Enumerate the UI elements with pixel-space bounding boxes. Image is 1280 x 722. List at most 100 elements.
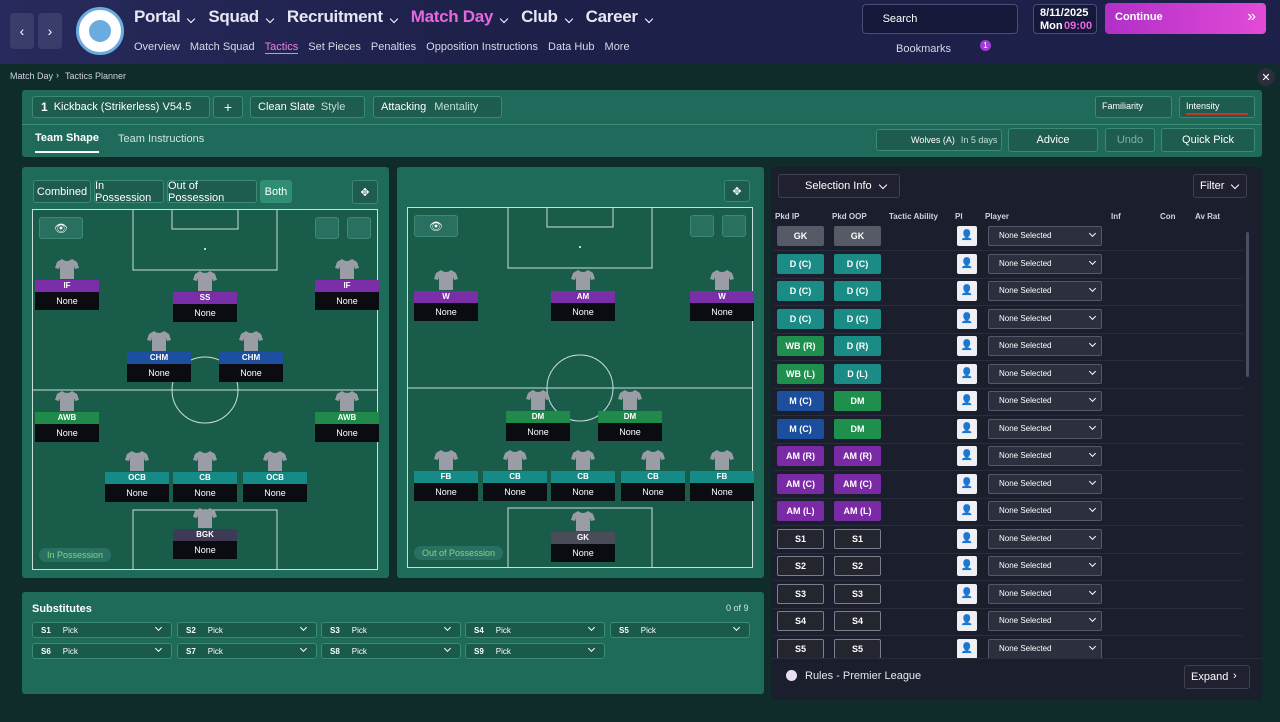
menu-item[interactable]: Squad — [208, 7, 272, 27]
position-ip[interactable]: D (C) — [777, 281, 824, 302]
player-instructions[interactable]: 👤 — [957, 556, 977, 577]
position-ip[interactable]: WB (R) — [777, 336, 824, 357]
substitute-slot[interactable]: S2 Pick — [177, 622, 317, 638]
player-slot[interactable]: FB None — [414, 449, 478, 501]
player-slot[interactable]: OCB None — [243, 450, 307, 502]
player-dropdown[interactable]: None Selected — [988, 336, 1102, 357]
sub-menu-item[interactable]: Overview — [134, 41, 180, 53]
player-dropdown[interactable]: None Selected — [988, 363, 1102, 384]
sub-menu-item[interactable]: Data Hub — [548, 41, 595, 53]
column-header[interactable]: Pkd IP — [775, 212, 800, 221]
position-ip[interactable]: S3 — [777, 583, 824, 604]
player-slot[interactable]: CB None — [551, 449, 615, 501]
position-ip[interactable]: D (C) — [777, 308, 824, 329]
tactic-selector[interactable]: 1 Kickback (Strikerless) V54.5 — [32, 96, 210, 118]
player-dropdown[interactable]: None Selected — [988, 583, 1102, 604]
column-header[interactable]: Player — [985, 212, 1010, 221]
player-dropdown[interactable]: None Selected — [988, 528, 1102, 549]
player-instructions[interactable]: 👤 — [957, 308, 977, 329]
player-slot[interactable]: CB None — [483, 449, 547, 501]
close-button[interactable]: ✕ — [1257, 68, 1275, 86]
substitute-slot[interactable]: S5 Pick — [610, 622, 750, 638]
pitch-tool[interactable] — [315, 217, 339, 239]
player-instructions[interactable]: 👤 — [957, 611, 977, 632]
player-slot[interactable]: DM None — [506, 389, 570, 441]
position-ip[interactable]: S2 — [777, 556, 824, 577]
position-oop[interactable]: DM — [834, 418, 881, 439]
player-instructions[interactable]: 👤 — [957, 363, 977, 384]
position-oop[interactable]: AM (C) — [834, 473, 881, 494]
breadcrumb-item[interactable]: Match Day — [10, 71, 54, 81]
add-tactic[interactable]: + — [213, 96, 243, 118]
position-oop[interactable]: S5 — [834, 638, 881, 659]
player-instructions[interactable]: 👤 — [957, 473, 977, 494]
player-dropdown[interactable]: None Selected — [988, 226, 1102, 246]
player-slot[interactable]: CHM None — [127, 330, 191, 382]
sub-menu-item[interactable]: Tactics — [264, 41, 299, 54]
player-instructions[interactable]: 👤 — [957, 638, 977, 659]
player-slot[interactable]: W None — [414, 269, 478, 321]
shape-filter[interactable]: Combined — [33, 180, 91, 203]
player-slot[interactable]: AWB None — [315, 390, 379, 442]
search-button[interactable]: Search — [882, 13, 918, 25]
position-ip[interactable]: S4 — [777, 611, 824, 632]
pitch-tool[interactable] — [690, 215, 714, 237]
position-ip[interactable]: AM (L) — [777, 501, 824, 522]
player-instructions[interactable]: 👤 — [957, 226, 977, 246]
player-dropdown[interactable]: None Selected — [988, 391, 1102, 412]
column-header[interactable]: PI — [955, 212, 963, 221]
column-header[interactable]: Av Rat — [1195, 212, 1221, 221]
player-instructions[interactable]: 👤 — [957, 391, 977, 412]
intensity[interactable]: Intensity — [1179, 96, 1255, 118]
shape-filter[interactable]: Both — [260, 180, 292, 203]
substitute-slot[interactable]: S3 Pick — [321, 622, 461, 638]
position-ip[interactable]: AM (R) — [777, 446, 824, 467]
menu-item[interactable]: Career — [586, 7, 652, 27]
player-dropdown[interactable]: None Selected — [988, 473, 1102, 494]
player-slot[interactable]: SS None — [173, 270, 237, 322]
position-oop[interactable]: AM (R) — [834, 446, 881, 467]
player-slot[interactable]: CB None — [621, 449, 685, 501]
position-oop[interactable]: D (L) — [834, 363, 881, 384]
tab[interactable]: Team Shape — [35, 132, 99, 153]
back-button[interactable]: ‹ — [10, 13, 34, 49]
substitute-slot[interactable]: S1 Pick — [32, 622, 172, 638]
visibility-toggle[interactable]: 👁 — [39, 217, 83, 239]
sub-menu-item[interactable]: More — [604, 41, 630, 53]
pitch-settings[interactable]: ✥ — [724, 180, 750, 202]
substitute-slot[interactable]: S9 Pick — [465, 643, 605, 659]
player-instructions[interactable]: 👤 — [957, 446, 977, 467]
menu-item[interactable]: Portal — [134, 7, 194, 27]
column-header[interactable]: Con — [1160, 212, 1176, 221]
player-dropdown[interactable]: None Selected — [988, 418, 1102, 439]
position-ip[interactable]: S1 — [777, 528, 824, 549]
shape-filter[interactable]: In Possession — [94, 180, 164, 204]
position-ip[interactable]: WB (L) — [777, 363, 824, 384]
substitute-slot[interactable]: S4 Pick — [465, 622, 605, 638]
player-slot[interactable]: AWB None — [35, 390, 99, 442]
position-oop[interactable]: D (C) — [834, 308, 881, 329]
player-dropdown[interactable]: None Selected — [988, 556, 1102, 577]
action-button[interactable]: Quick Pick — [1161, 128, 1255, 152]
position-oop[interactable]: D (C) — [834, 253, 881, 274]
player-dropdown[interactable]: None Selected — [988, 308, 1102, 329]
tab[interactable]: Team Instructions — [118, 133, 205, 145]
player-instructions[interactable]: 👤 — [957, 583, 977, 604]
visibility-toggle[interactable]: 👁 — [414, 215, 458, 237]
familiarity[interactable]: Familiarity — [1095, 96, 1172, 118]
position-ip[interactable]: AM (C) — [777, 473, 824, 494]
column-header[interactable]: Tactic Ability — [889, 212, 938, 221]
position-oop[interactable]: S3 — [834, 583, 881, 604]
continue-button[interactable]: Continue » — [1105, 3, 1266, 34]
pitch-settings[interactable]: ✥ — [352, 180, 378, 204]
player-slot[interactable]: W None — [690, 269, 754, 321]
filter-button[interactable]: Filter — [1193, 174, 1247, 198]
player-instructions[interactable]: 👤 — [957, 336, 977, 357]
action-button[interactable]: Undo — [1105, 128, 1155, 152]
menu-item[interactable]: Recruitment — [287, 7, 397, 27]
position-oop[interactable]: AM (L) — [834, 501, 881, 522]
player-instructions[interactable]: 👤 — [957, 501, 977, 522]
forward-button[interactable]: › — [38, 13, 62, 49]
player-slot[interactable]: AM None — [551, 269, 615, 321]
player-slot[interactable]: IF None — [315, 258, 379, 310]
